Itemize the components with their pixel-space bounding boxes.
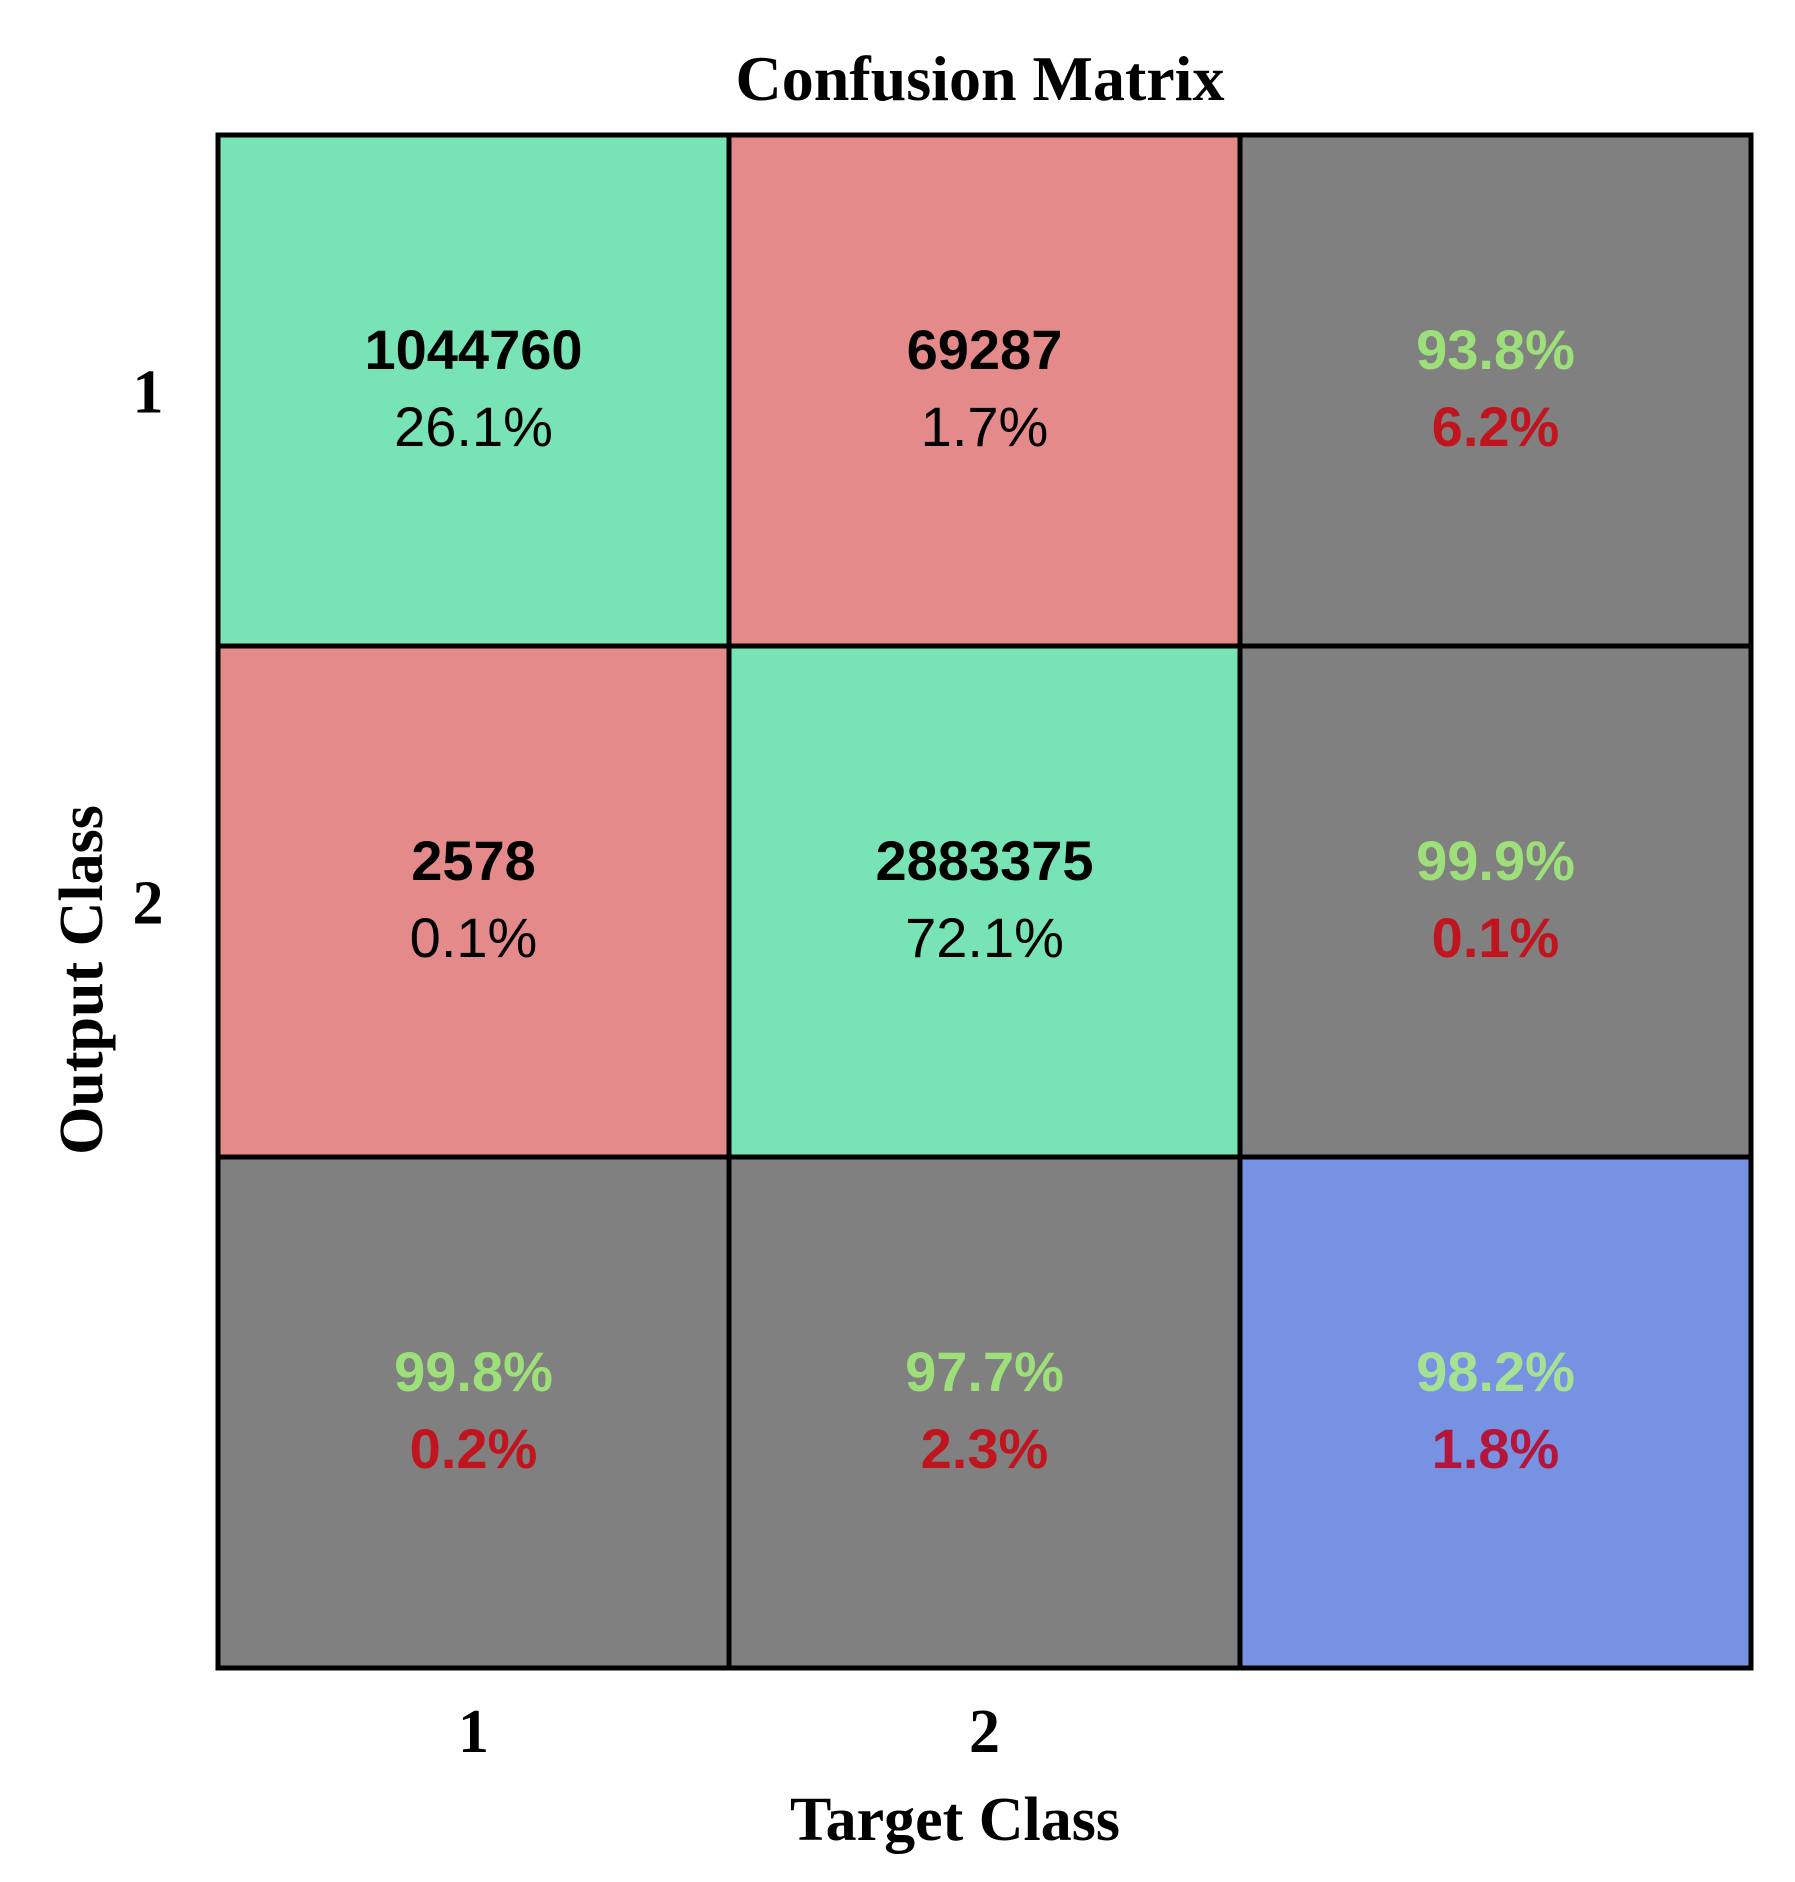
matrix-cell-3-3: 98.2% 1.8% bbox=[1237, 1154, 1754, 1671]
matrix-cell-3-1: 99.8% 0.2% bbox=[215, 1154, 732, 1671]
cell-background bbox=[1237, 1154, 1754, 1671]
cell-background bbox=[726, 132, 1243, 649]
y-tick-label: 1 bbox=[133, 359, 164, 427]
cell-percent: 0.1% bbox=[410, 906, 538, 969]
cell-background bbox=[726, 643, 1243, 1160]
y-tick-label: 2 bbox=[133, 870, 164, 938]
cell-background bbox=[215, 132, 732, 649]
y-tick-labels: 12 bbox=[133, 359, 164, 938]
cell-error-rate: 1.8% bbox=[1432, 1417, 1560, 1480]
cell-percent: 1.7% bbox=[921, 395, 1049, 458]
cell-background bbox=[1237, 643, 1754, 1160]
cell-background bbox=[1237, 132, 1754, 649]
cell-error-rate: 0.2% bbox=[410, 1417, 538, 1480]
matrix-cell-1-1: 1044760 26.1% bbox=[215, 132, 732, 649]
matrix-cell-2-1: 2578 0.1% bbox=[215, 643, 732, 1160]
y-axis-label: Output Class bbox=[48, 805, 116, 1155]
matrix-cell-1-3: 93.8% 6.2% bbox=[1237, 132, 1754, 649]
matrix-cell-2-2: 2883375 72.1% bbox=[726, 643, 1243, 1160]
cell-correct-rate: 93.8% bbox=[1416, 318, 1575, 381]
cell-count: 69287 bbox=[907, 318, 1063, 381]
cell-percent: 72.1% bbox=[905, 906, 1064, 969]
cell-count: 2578 bbox=[411, 829, 536, 892]
cell-background bbox=[215, 643, 732, 1160]
cell-count: 1044760 bbox=[364, 318, 582, 381]
cell-background bbox=[726, 1154, 1243, 1671]
x-tick-label: 2 bbox=[969, 1698, 1000, 1766]
x-axis-label: Target Class bbox=[790, 1786, 1120, 1854]
matrix-cell-2-3: 99.9% 0.1% bbox=[1237, 643, 1754, 1160]
cell-count: 2883375 bbox=[875, 829, 1093, 892]
cell-error-rate: 2.3% bbox=[921, 1417, 1049, 1480]
chart-title: Confusion Matrix bbox=[736, 43, 1225, 114]
cell-correct-rate: 98.2% bbox=[1416, 1340, 1575, 1403]
matrix-cell-1-2: 69287 1.7% bbox=[726, 132, 1243, 649]
x-tick-label: 1 bbox=[458, 1698, 489, 1766]
cell-correct-rate: 99.8% bbox=[394, 1340, 553, 1403]
cell-error-rate: 6.2% bbox=[1432, 395, 1560, 458]
cell-background bbox=[215, 1154, 732, 1671]
matrix-cell-3-2: 97.7% 2.3% bbox=[726, 1154, 1243, 1671]
cell-correct-rate: 99.9% bbox=[1416, 829, 1575, 892]
cell-correct-rate: 97.7% bbox=[905, 1340, 1064, 1403]
cell-error-rate: 0.1% bbox=[1432, 906, 1560, 969]
matrix-cells: 1044760 26.1% 69287 1.7% 93.8% 6.2% 2578 0.1% 28… bbox=[215, 132, 1754, 1671]
cell-percent: 26.1% bbox=[394, 395, 553, 458]
